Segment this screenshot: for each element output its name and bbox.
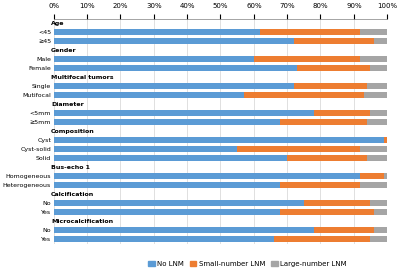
Bar (54, 173, 360, 179)
Bar (280, 210, 374, 215)
Bar (370, 110, 387, 116)
Bar (370, 65, 387, 71)
Bar (54, 237, 274, 242)
Bar (287, 156, 367, 161)
Bar (367, 119, 387, 125)
Bar (360, 29, 387, 35)
Bar (314, 227, 374, 233)
Bar (367, 156, 387, 161)
Bar (374, 38, 387, 44)
Legend: No LNM, Small-number LNM, Large-number LNM: No LNM, Small-number LNM, Large-number L… (145, 258, 349, 269)
Bar (304, 200, 370, 206)
Bar (297, 65, 370, 71)
Bar (54, 92, 244, 98)
Bar (54, 146, 237, 152)
Bar (294, 38, 374, 44)
Bar (54, 227, 314, 233)
Bar (54, 137, 384, 143)
Bar (54, 65, 297, 71)
Bar (360, 183, 387, 188)
Bar (384, 137, 387, 143)
Bar (54, 110, 314, 116)
Bar (254, 56, 360, 62)
Bar (374, 210, 387, 215)
Bar (54, 200, 304, 206)
Bar (360, 173, 384, 179)
Bar (314, 110, 370, 116)
Bar (237, 146, 360, 152)
Bar (280, 183, 360, 188)
Bar (54, 29, 260, 35)
Bar (54, 83, 294, 89)
Bar (367, 83, 387, 89)
Bar (280, 119, 367, 125)
Bar (370, 200, 387, 206)
Bar (54, 56, 254, 62)
Bar (244, 92, 364, 98)
Bar (364, 92, 387, 98)
Bar (294, 83, 367, 89)
Bar (274, 237, 370, 242)
Bar (360, 146, 387, 152)
Bar (370, 237, 387, 242)
Bar (54, 156, 287, 161)
Bar (260, 29, 360, 35)
Bar (54, 119, 280, 125)
Bar (384, 173, 387, 179)
Bar (374, 227, 387, 233)
Bar (360, 56, 387, 62)
Bar (54, 210, 280, 215)
Bar (54, 38, 294, 44)
Bar (54, 183, 280, 188)
